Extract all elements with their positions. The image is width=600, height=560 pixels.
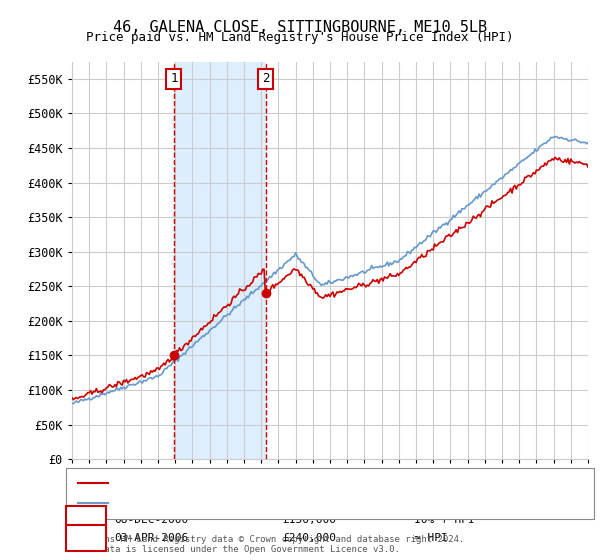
Text: 2: 2 — [262, 72, 269, 85]
Text: 1: 1 — [170, 72, 178, 85]
Text: 46, GALENA CLOSE, SITTINGBOURNE, ME10 5LB (detached house): 46, GALENA CLOSE, SITTINGBOURNE, ME10 5L… — [114, 478, 476, 488]
Text: £240,000: £240,000 — [282, 533, 336, 543]
Text: 03-APR-2006: 03-APR-2006 — [114, 533, 188, 543]
Text: 08-DEC-2000: 08-DEC-2000 — [114, 515, 188, 525]
Text: Contains HM Land Registry data © Crown copyright and database right 2024.
This d: Contains HM Land Registry data © Crown c… — [72, 535, 464, 554]
Text: £150,000: £150,000 — [282, 515, 336, 525]
Text: 10% ↑ HPI: 10% ↑ HPI — [414, 515, 475, 525]
Text: ≈ HPI: ≈ HPI — [414, 533, 448, 543]
Bar — [174, 62, 265, 459]
Text: 2: 2 — [82, 531, 89, 545]
Text: 1: 1 — [82, 513, 89, 526]
Text: HPI: Average price, detached house, Swale: HPI: Average price, detached house, Swal… — [114, 498, 370, 508]
Text: Price paid vs. HM Land Registry's House Price Index (HPI): Price paid vs. HM Land Registry's House … — [86, 31, 514, 44]
Text: 46, GALENA CLOSE, SITTINGBOURNE, ME10 5LB: 46, GALENA CLOSE, SITTINGBOURNE, ME10 5L… — [113, 20, 487, 35]
